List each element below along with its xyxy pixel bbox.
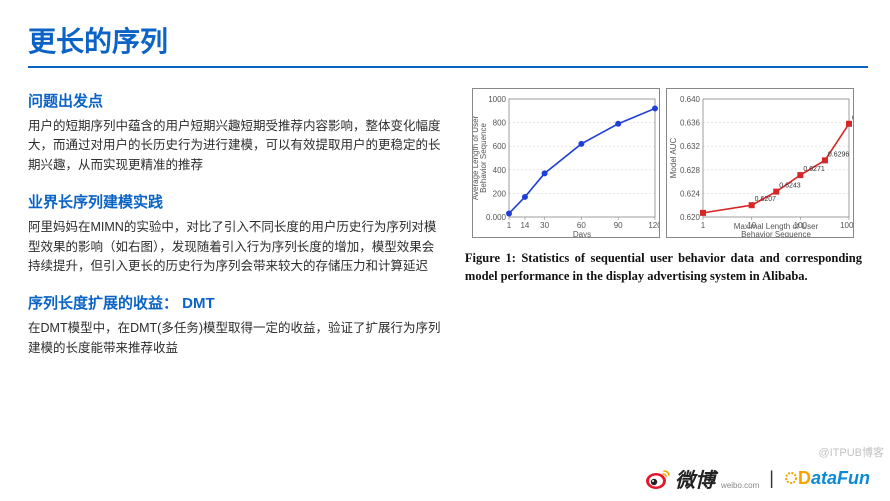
- weibo-text: 微博: [675, 464, 715, 493]
- datafun-rest: ataFun: [811, 468, 870, 488]
- svg-text:1000: 1000: [489, 95, 507, 104]
- svg-text:0.640: 0.640: [680, 95, 701, 104]
- svg-text:1000: 1000: [841, 221, 855, 230]
- svg-text:90: 90: [614, 221, 623, 230]
- svg-text:0.6271: 0.6271: [804, 166, 826, 173]
- left-column: 问题出发点 用户的短期序列中蕴含的用户短期兴趣短期受推荐内容影响，整体变化幅度大…: [28, 82, 445, 368]
- svg-text:0.6243: 0.6243: [780, 183, 802, 190]
- footer: 微博 weibo.com | DataFun: [645, 464, 870, 493]
- svg-text:Average Length of UserBehavior: Average Length of UserBehavior Sequence: [472, 115, 488, 200]
- svg-text:120: 120: [649, 221, 661, 230]
- footer-separator: |: [769, 468, 774, 489]
- section-heading-3: 序列长度扩展的收益： DMT: [28, 292, 445, 313]
- section-body-2: 阿里妈妈在MIMN的实验中，对比了引入不同长度的用户历史行为序列对模型效果的影响…: [28, 218, 445, 276]
- svg-text:Maximal Length of UserBehavior: Maximal Length of UserBehavior Sequence: [734, 222, 819, 238]
- svg-text:Model AUC: Model AUC: [669, 138, 678, 179]
- chart-left: 0.000 200 400 600 800 1000 1 14 30 60 90 120 Days Ave…: [472, 88, 660, 238]
- svg-text:30: 30: [541, 221, 550, 230]
- section-heading-1: 问题出发点: [28, 90, 445, 111]
- datafun-d: D: [798, 468, 811, 488]
- right-column: 0.000 200 400 600 800 1000 1 14 30 60 90 120 Days Ave…: [465, 82, 862, 368]
- svg-text:0.636: 0.636: [680, 119, 701, 128]
- page-title: 更长的序列: [28, 20, 862, 60]
- svg-text:1: 1: [507, 221, 512, 230]
- svg-text:0.620: 0.620: [680, 213, 701, 222]
- svg-text:0.632: 0.632: [680, 142, 701, 151]
- section-heading-2: 业界长序列建模实践: [28, 191, 445, 212]
- slide: 更长的序列 问题出发点 用户的短期序列中蕴含的用户短期兴趣短期受推荐内容影响，整…: [0, 0, 890, 501]
- section-body-1: 用户的短期序列中蕴含的用户短期兴趣短期受推荐内容影响，整体变化幅度大，而通过对用…: [28, 117, 445, 175]
- charts-row: 0.000 200 400 600 800 1000 1 14 30 60 90 120 Days Ave…: [465, 88, 862, 238]
- figure-caption: Figure 1: Statistics of sequential user …: [465, 250, 862, 285]
- svg-text:600: 600: [493, 142, 507, 151]
- columns: 问题出发点 用户的短期序列中蕴含的用户短期兴趣短期受推荐内容影响，整体变化幅度大…: [28, 82, 862, 368]
- datafun-gear-icon: [784, 470, 798, 486]
- weibo-eye-icon: [645, 468, 671, 490]
- svg-text:0.6296: 0.6296: [828, 151, 850, 158]
- svg-text:0.624: 0.624: [680, 189, 701, 198]
- svg-text:0.6358: 0.6358: [852, 115, 854, 122]
- weibo-sub: weibo.com: [721, 481, 759, 490]
- chart-right: 0.6200.6240.6280.6320.6360.6401101001000…: [666, 88, 854, 238]
- svg-text:200: 200: [493, 189, 507, 198]
- datafun-logo: DataFun: [784, 468, 870, 489]
- weibo-logo: 微博 weibo.com: [645, 464, 759, 493]
- svg-text:800: 800: [493, 119, 507, 128]
- svg-text:60: 60: [577, 221, 586, 230]
- watermark: @ITPUB博客: [818, 444, 884, 460]
- svg-text:Days: Days: [573, 230, 591, 238]
- svg-text:0.628: 0.628: [680, 166, 701, 175]
- svg-text:0.6207: 0.6207: [755, 196, 777, 203]
- svg-text:1: 1: [701, 221, 706, 230]
- section-body-3: 在DMT模型中，在DMT(多任务)模型取得一定的收益，验证了扩展行为序列建模的长…: [28, 319, 445, 358]
- svg-text:400: 400: [493, 166, 507, 175]
- svg-text:0.000: 0.000: [486, 213, 507, 222]
- svg-text:14: 14: [521, 221, 530, 230]
- title-rule: [28, 66, 868, 68]
